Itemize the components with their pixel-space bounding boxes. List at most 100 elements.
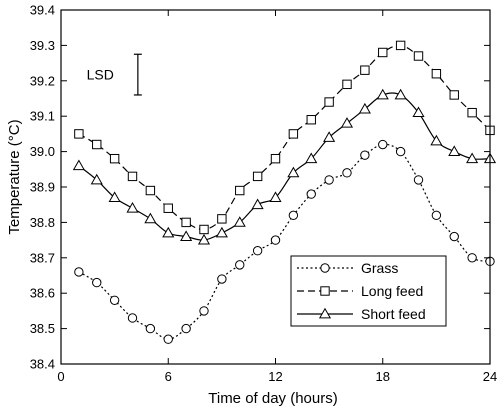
y-tick-label: 39.0 bbox=[30, 144, 55, 159]
data-point bbox=[92, 139, 102, 150]
data-point bbox=[215, 226, 228, 238]
data-point bbox=[395, 40, 406, 51]
y-tick-label: 39.1 bbox=[30, 109, 55, 124]
data-point bbox=[394, 88, 407, 100]
data-point bbox=[358, 102, 371, 114]
data-point bbox=[252, 171, 263, 182]
series-grass bbox=[74, 139, 495, 344]
y-tick-label: 38.7 bbox=[30, 250, 55, 265]
legend-entry: Short feed bbox=[297, 306, 426, 322]
data-point bbox=[92, 277, 102, 288]
series-line bbox=[78, 92, 491, 241]
lsd-indicator: LSD bbox=[87, 53, 142, 96]
data-point bbox=[287, 166, 300, 178]
legend-label: Long feed bbox=[361, 283, 423, 299]
legend-marker bbox=[320, 286, 330, 296]
x-tick-label: 18 bbox=[376, 369, 390, 384]
y-tick-label: 39.4 bbox=[30, 3, 55, 18]
data-point bbox=[431, 210, 442, 221]
data-point bbox=[466, 152, 479, 164]
series-short-feed bbox=[72, 88, 497, 245]
data-point bbox=[342, 168, 352, 178]
data-point bbox=[269, 191, 282, 203]
data-point bbox=[127, 171, 138, 182]
data-point bbox=[127, 313, 138, 323]
data-point bbox=[74, 267, 84, 277]
data-point bbox=[431, 69, 442, 79]
y-tick-label: 38.4 bbox=[30, 357, 55, 372]
data-point bbox=[251, 198, 264, 210]
x-tick-label: 0 bbox=[57, 369, 64, 384]
plot-area bbox=[72, 40, 497, 344]
data-point bbox=[306, 189, 316, 199]
data-point bbox=[199, 306, 209, 316]
data-point bbox=[430, 134, 443, 146]
data-point bbox=[340, 117, 354, 128]
data-point bbox=[413, 175, 424, 185]
data-point bbox=[217, 274, 227, 284]
y-tick-label: 38.5 bbox=[30, 321, 55, 336]
x-tick-label: 12 bbox=[268, 369, 282, 384]
legend-marker bbox=[318, 307, 332, 319]
data-point bbox=[109, 295, 120, 305]
legend-label: Short feed bbox=[361, 306, 426, 322]
data-point bbox=[449, 231, 459, 242]
legend-entry: Long feed bbox=[297, 283, 423, 299]
y-tick-label: 38.9 bbox=[30, 180, 55, 195]
data-point bbox=[376, 88, 389, 100]
data-point bbox=[412, 106, 425, 118]
legend-label: Grass bbox=[361, 260, 398, 276]
data-point bbox=[378, 139, 388, 150]
y-tick-label: 39.3 bbox=[30, 38, 55, 53]
y-tick-label: 39.2 bbox=[30, 73, 55, 88]
data-point bbox=[197, 233, 211, 245]
data-point bbox=[270, 235, 281, 245]
data-point bbox=[181, 217, 191, 228]
y-tick-label: 38.6 bbox=[30, 286, 55, 301]
data-point bbox=[448, 145, 461, 156]
legend-marker bbox=[320, 263, 330, 273]
axes: 38.4 38.5 38.6 38.7 38.8 38.9 39.0 39.1 39.2 39.3… bbox=[30, 3, 498, 385]
data-point bbox=[109, 153, 120, 164]
legend: Grass Long feed Short feed bbox=[290, 255, 447, 327]
data-point bbox=[288, 129, 299, 139]
data-point bbox=[72, 159, 85, 171]
data-point bbox=[235, 185, 245, 196]
data-point bbox=[378, 47, 388, 58]
y-tick-label: 38.8 bbox=[30, 215, 55, 230]
data-point bbox=[342, 79, 352, 90]
data-point bbox=[144, 212, 157, 224]
data-point bbox=[74, 129, 84, 139]
data-point bbox=[467, 253, 477, 263]
data-point bbox=[306, 115, 316, 125]
data-point bbox=[305, 152, 318, 164]
data-point bbox=[126, 202, 139, 213]
data-point bbox=[145, 323, 156, 334]
data-point bbox=[360, 65, 370, 75]
data-point bbox=[323, 131, 336, 142]
data-point bbox=[217, 214, 227, 224]
data-point bbox=[324, 97, 334, 107]
data-point bbox=[233, 216, 246, 227]
x-axis-label: Time of day (hours) bbox=[208, 390, 338, 407]
data-point bbox=[449, 90, 459, 100]
data-point bbox=[270, 153, 281, 164]
data-point bbox=[360, 150, 370, 160]
series-line bbox=[78, 44, 491, 231]
data-point bbox=[181, 323, 191, 334]
data-point bbox=[199, 224, 209, 235]
data-point bbox=[90, 173, 103, 185]
data-point bbox=[108, 191, 121, 203]
legend-entry: Grass bbox=[297, 260, 398, 276]
data-point bbox=[324, 175, 334, 185]
data-point bbox=[162, 226, 175, 238]
lsd-label: LSD bbox=[87, 67, 114, 83]
x-tick-label: 24 bbox=[483, 369, 497, 384]
data-point bbox=[235, 260, 245, 270]
data-point bbox=[413, 51, 424, 61]
data-point bbox=[288, 210, 299, 221]
data-point bbox=[395, 146, 406, 157]
data-point bbox=[163, 334, 173, 344]
data-point bbox=[163, 203, 173, 213]
